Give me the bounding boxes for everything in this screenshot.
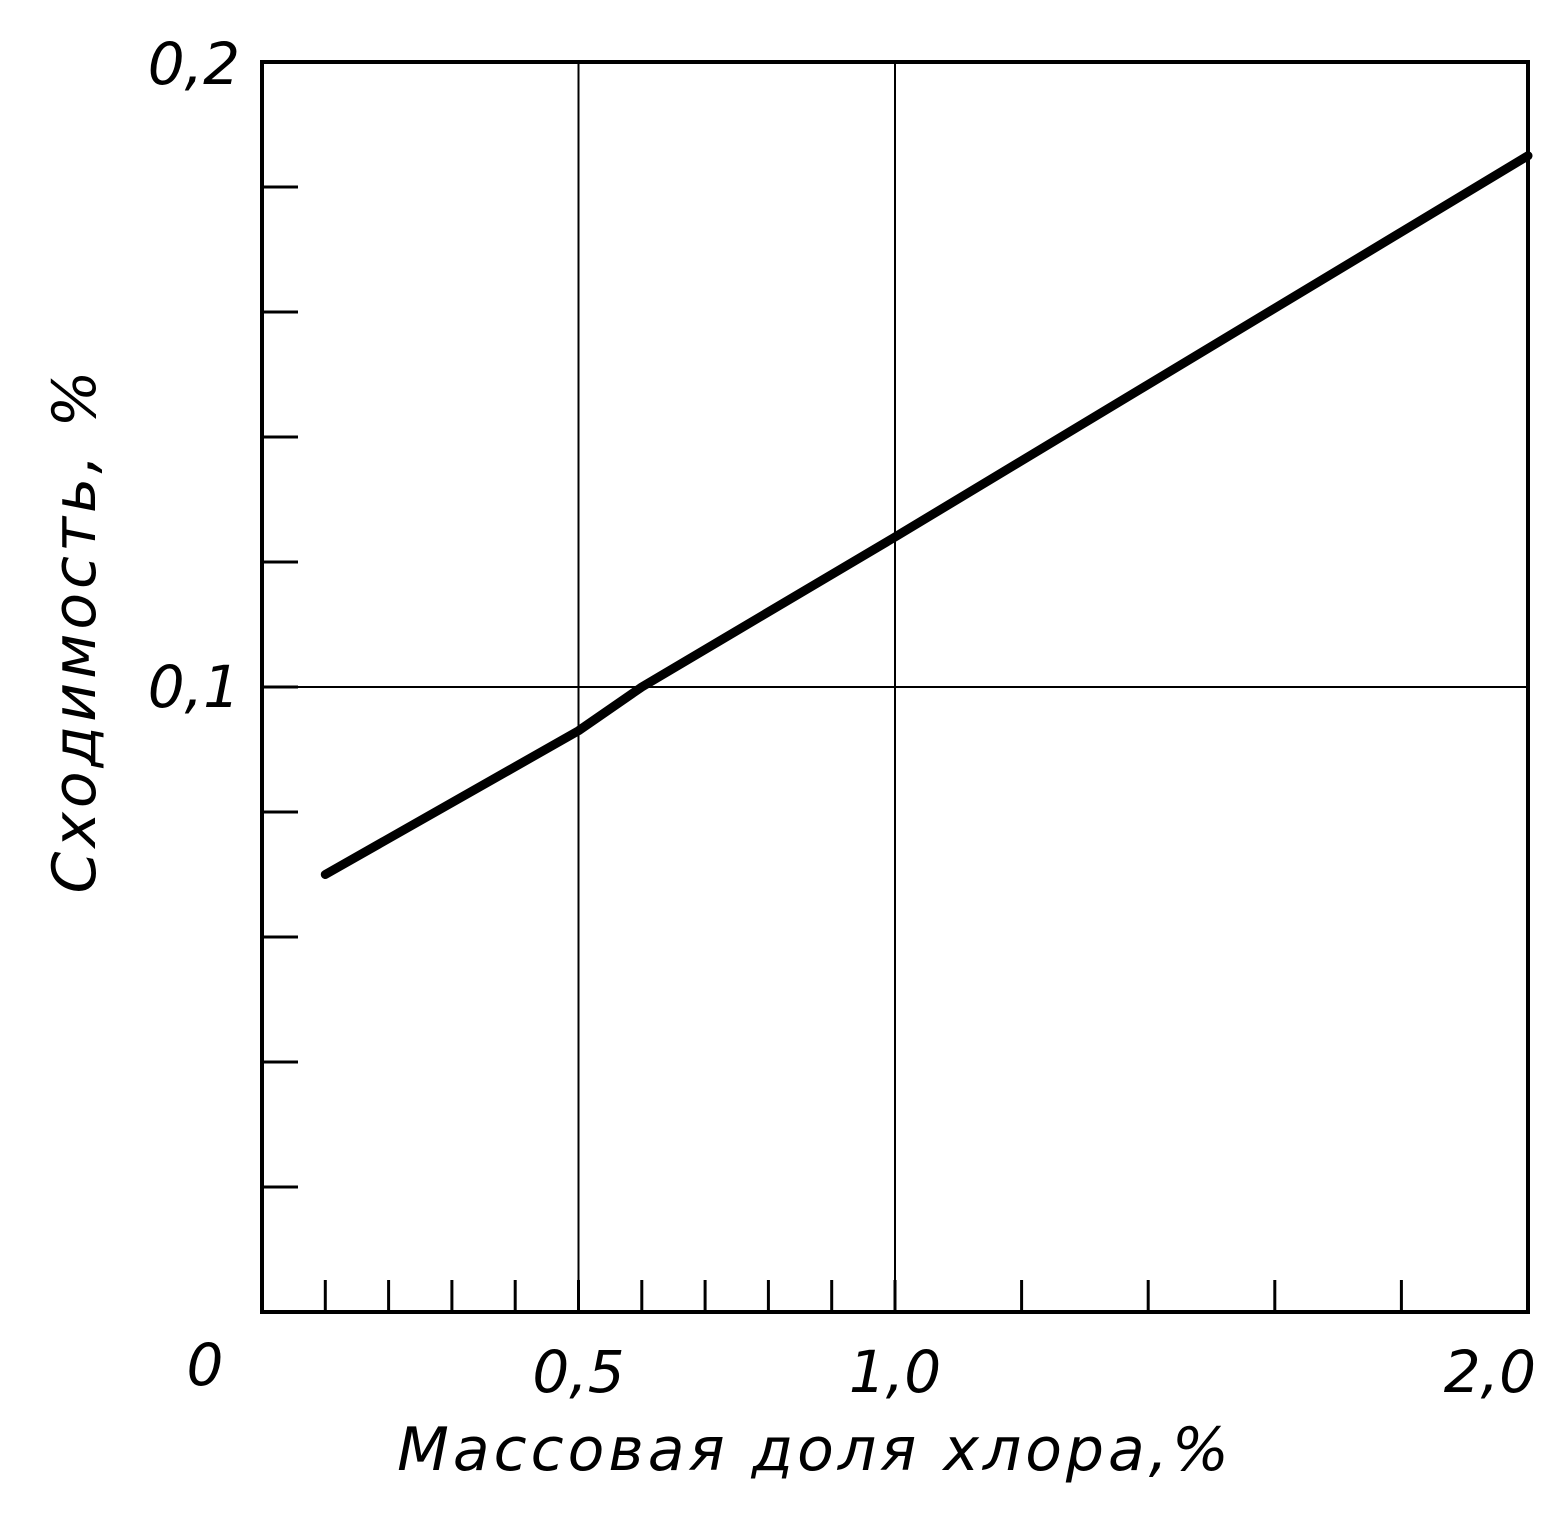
- origin-label: 0: [187, 1331, 224, 1399]
- x-axis-title: Массовая доля хлора,%: [397, 1415, 1233, 1485]
- y-tick-label: 0,2: [148, 30, 240, 98]
- x-tick-label: 0,5: [532, 1338, 624, 1406]
- labels-layer: 0,5 1,0 2,0 0 0,1 0,2: [148, 30, 1536, 1406]
- plot-frame: [260, 60, 1530, 1314]
- grid-layer: [262, 62, 1528, 1312]
- y-axis-title: Сходимость, %: [40, 366, 110, 893]
- x-tick-label: 2,0: [1444, 1338, 1536, 1406]
- x-tick-label: 1,0: [849, 1338, 941, 1406]
- series-layer: [320, 151, 1533, 879]
- ticks-layer: [262, 185, 1403, 1312]
- y-tick-label: 0,1: [148, 653, 240, 721]
- series-line: [320, 151, 1533, 879]
- frame-layer: [260, 60, 1530, 1314]
